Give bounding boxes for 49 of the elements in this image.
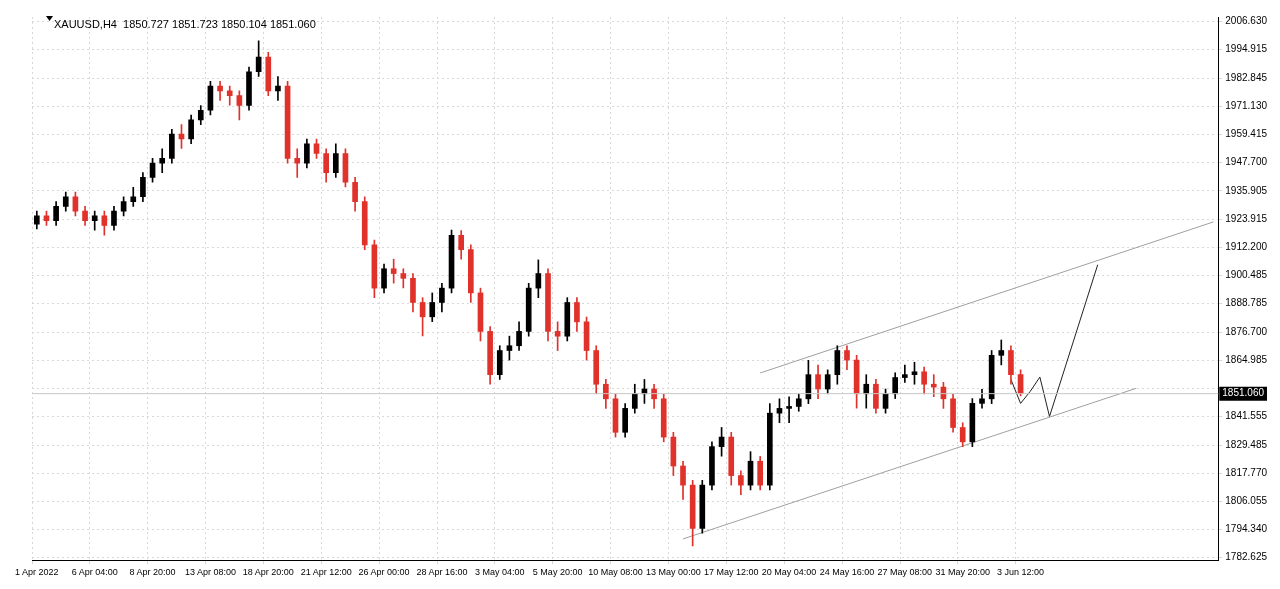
y-tick-label: 1794.340 bbox=[1225, 523, 1268, 535]
x-tick-label: 13 May 00:00 bbox=[646, 567, 701, 578]
y-tick-label: 1841.555 bbox=[1225, 410, 1268, 422]
candlestick bbox=[902, 364, 908, 383]
candlestick bbox=[275, 76, 281, 101]
y-tick-label: 1971.130 bbox=[1225, 100, 1268, 112]
x-tick-label: 3 May 04:00 bbox=[475, 567, 525, 578]
candlestick bbox=[217, 80, 223, 101]
x-tick-label: 6 Apr 04:00 bbox=[71, 567, 118, 578]
x-tick-label: 26 Apr 00:00 bbox=[358, 567, 410, 578]
y-tick-label: 1994.915 bbox=[1225, 43, 1268, 55]
candlestick bbox=[159, 148, 166, 173]
candlestick bbox=[91, 210, 98, 231]
x-tick-label: 13 Apr 08:00 bbox=[184, 567, 236, 578]
y-tick-label: 1829.485 bbox=[1225, 438, 1268, 450]
x-tick-label: 28 Apr 16:00 bbox=[416, 567, 468, 578]
x-tick-label: 24 May 16:00 bbox=[819, 567, 875, 578]
candlestick bbox=[786, 396, 792, 424]
y-tick-label: 1935.905 bbox=[1225, 184, 1268, 196]
ref-line-label: 1851.060 bbox=[1222, 387, 1265, 399]
y-tick-label: 1959.415 bbox=[1225, 128, 1268, 140]
y-tick-label: 1864.985 bbox=[1225, 354, 1268, 366]
x-tick-label: 21 Apr 12:00 bbox=[300, 567, 352, 578]
x-tick-label: 27 May 08:00 bbox=[877, 567, 933, 578]
y-tick-label: 1912.200 bbox=[1225, 241, 1268, 253]
x-tick-label: 1 Apr 2022 bbox=[15, 567, 59, 578]
x-tick-label: 10 May 08:00 bbox=[588, 567, 643, 578]
y-tick-label: 1806.055 bbox=[1225, 495, 1268, 506]
y-tick-label: 1876.700 bbox=[1225, 326, 1268, 338]
candlestick bbox=[930, 374, 937, 397]
x-tick-label: 31 May 20:00 bbox=[935, 567, 990, 578]
y-tick-label: 1900.485 bbox=[1225, 269, 1268, 281]
y-tick-label: 1782.625 bbox=[1225, 551, 1268, 563]
y-tick-label: 1817.770 bbox=[1225, 466, 1268, 478]
candlestick bbox=[294, 148, 301, 178]
candlestick bbox=[998, 339, 1005, 366]
y-tick-label: 2006.630 bbox=[1225, 15, 1268, 27]
x-tick-label: 3 Jun 12:00 bbox=[997, 567, 1045, 578]
y-tick-label: 1982.845 bbox=[1225, 72, 1268, 84]
x-tick-label: 8 Apr 20:00 bbox=[129, 567, 176, 578]
x-tick-label: 5 May 20:00 bbox=[532, 567, 583, 578]
chart-title: XAUUSD,H4 1850.727 1851.723 1850.104 1851.060 bbox=[54, 18, 316, 31]
x-tick-label: 18 Apr 20:00 bbox=[242, 567, 294, 578]
y-tick-label: 1923.915 bbox=[1225, 213, 1268, 225]
y-tick-label: 1947.700 bbox=[1225, 156, 1268, 168]
y-tick-label: 1888.785 bbox=[1225, 297, 1268, 309]
candlestick bbox=[226, 85, 233, 106]
x-tick-label: 20 May 04:00 bbox=[761, 567, 817, 578]
x-tick-label: 17 May 12:00 bbox=[703, 567, 759, 578]
